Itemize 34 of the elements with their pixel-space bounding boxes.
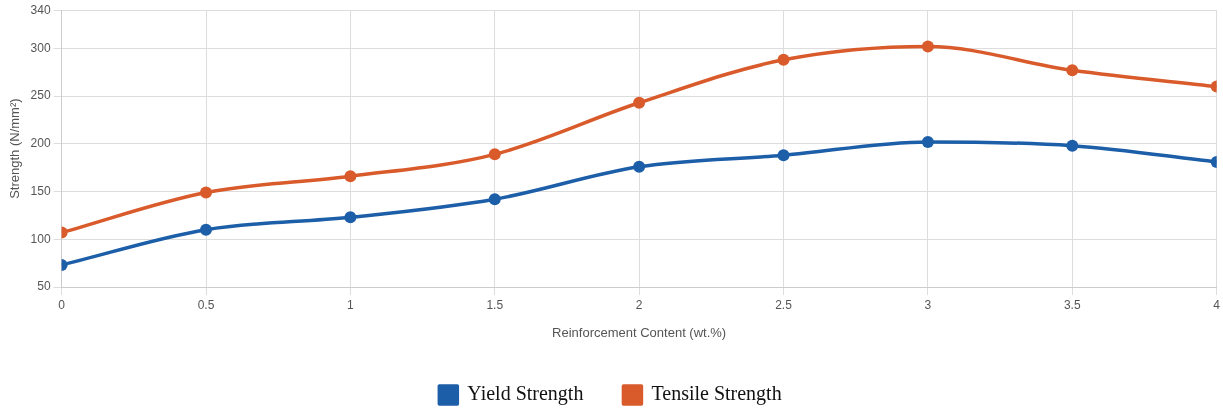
y-tick-label: 340 [30,2,51,17]
y-tick-label: 50 [37,279,51,294]
point [777,53,790,66]
x-tick-label: 2 [635,297,643,312]
point [921,40,934,53]
x-axis-title: Reinforcement Content (wt.%) [552,324,727,340]
x-tick-label: 1 [347,297,355,312]
y-tick-label: 200 [30,136,51,151]
y-tick-label: 100 [30,231,51,246]
y-tick-label: 150 [30,183,51,198]
point [633,96,646,109]
point [488,148,501,161]
x-tick-label: 1.5 [486,297,504,312]
x-tick-label: 4 [1213,297,1221,312]
point [200,186,212,199]
y-tick-label: 250 [30,88,51,103]
point [488,193,501,206]
x-tick-label: 3.5 [1063,297,1081,312]
x-tick-label: 0.5 [197,297,215,312]
point [200,223,212,236]
point [344,211,357,224]
point [921,135,934,148]
legend-label: Yield Strength [467,382,584,406]
legend-label: Tensile Strength [651,382,782,406]
x-tick-label: 2.5 [775,297,793,312]
point [1066,64,1079,77]
x-tick-label: 0 [58,297,66,312]
point [633,160,646,173]
y-axis-title: Strength (N/mm²) [7,98,23,199]
y-tick-label: 300 [30,40,51,55]
point [344,170,357,183]
point [777,149,790,162]
x-tick-label: 3 [924,297,932,312]
point [1066,139,1079,152]
